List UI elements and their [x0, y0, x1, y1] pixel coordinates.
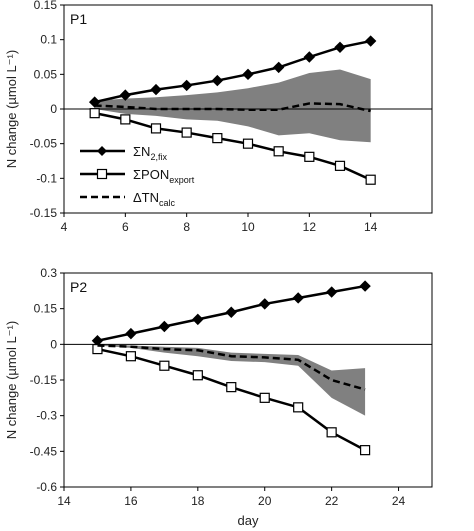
x-axis-label: day [238, 513, 259, 528]
square-point [226, 382, 237, 393]
y-axis-label: N change (µmol L⁻¹) [4, 321, 19, 439]
diamond-point [359, 280, 371, 292]
diamond-point [225, 306, 237, 318]
y-tick-label: 0 [50, 337, 57, 351]
square-point [365, 174, 376, 185]
diamond-point [150, 83, 162, 96]
x-tick-label: 22 [325, 494, 339, 508]
square-point [304, 151, 315, 162]
square-point [326, 427, 337, 438]
diamond-point [180, 79, 193, 92]
series-line-1 [94, 111, 372, 181]
diamond-point [292, 292, 304, 304]
diamond-point [192, 313, 204, 326]
x-tick-label: 18 [191, 494, 205, 508]
square-point [212, 133, 223, 144]
y-tick-label: 0.05 [34, 67, 58, 81]
square-point [293, 402, 304, 413]
y-tick-label: -0.1 [36, 171, 57, 185]
panel-label: P2 [70, 279, 87, 295]
diamond-point [211, 74, 224, 87]
y-tick-label: -0.05 [30, 137, 58, 151]
panel-p2: 14 16 18 20 22 24 -0.6 -0.45 -0.3 -0.15 0 0.15 0.3 N … [4, 266, 433, 528]
x-tick-label: 20 [258, 494, 272, 508]
square-point [181, 127, 192, 138]
square-point [159, 360, 170, 371]
square-point [359, 445, 371, 456]
uncertainty-band [97, 344, 366, 416]
legend-label-1: ΣPONexport [133, 167, 195, 185]
diamond-point [334, 41, 346, 54]
y-tick-label: -0.15 [30, 373, 58, 387]
panel-p1: 4 6 8 10 12 14 -0.15 -0.1 -0.05 0 0.05 0.1 0.15 N cha… [4, 0, 433, 234]
series-line-2 [94, 102, 371, 113]
y-tick-label: 0.15 [34, 302, 58, 316]
x-tick-label: 14 [57, 494, 71, 508]
legend-label-base: ΔTN [133, 190, 159, 205]
x-tick-label: 10 [241, 220, 255, 234]
diamond-point [272, 61, 285, 74]
square-point [242, 138, 254, 149]
square-point [92, 343, 103, 355]
series-line-2 [97, 344, 366, 391]
diamond-point [303, 51, 316, 63]
panel-label: P1 [70, 11, 87, 27]
x-tick-label: 16 [124, 494, 138, 508]
uncertainty-band [94, 69, 371, 143]
y-tick-label: -0.6 [36, 480, 57, 494]
x-tick-label: 14 [364, 220, 378, 234]
plot-frame [63, 272, 433, 488]
x-tick-label: 4 [61, 220, 68, 234]
x-tick-label: 24 [392, 494, 406, 508]
diamond-point [325, 286, 338, 298]
diamond-point [259, 298, 271, 310]
square-point [192, 370, 203, 381]
y-tick-label: -0.45 [30, 444, 58, 458]
x-tick-label: 8 [183, 220, 190, 234]
legend-label-subscript: export [169, 175, 195, 185]
legend-label-subscript: calc [159, 198, 176, 208]
diamond-point [364, 35, 377, 47]
legend-marker-diamond [97, 146, 107, 156]
y-axis-label: N change (µmol L⁻¹) [4, 50, 19, 168]
legend-marker-square [96, 168, 108, 180]
y-tick-label: 0.15 [34, 0, 58, 12]
legend-label-base: ΣPON [133, 167, 169, 182]
x-tick-label: 12 [303, 220, 317, 234]
diamond-point [242, 68, 254, 81]
square-point [259, 392, 270, 403]
diamond-point [125, 327, 137, 340]
series-line-0 [94, 39, 371, 104]
legend-label-0: ΣN2,fix [133, 144, 167, 162]
square-point [334, 160, 346, 171]
y-tick-label: 0 [50, 102, 57, 116]
diamond-point [158, 320, 171, 333]
legend-label-base: ΣN [133, 144, 150, 159]
diamond-point [119, 89, 132, 101]
square-point [125, 351, 137, 362]
series-line-1 [97, 347, 366, 452]
square-point [120, 114, 131, 125]
y-tick-label: 0.3 [40, 266, 57, 280]
y-tick-label: 0.1 [40, 33, 57, 47]
legend-label-2: ΔTNcalc [133, 190, 176, 208]
square-point [273, 146, 284, 157]
legend-label-subscript: 2,fix [150, 152, 167, 162]
square-point [89, 108, 100, 119]
y-tick-label: -0.15 [30, 206, 58, 220]
x-tick-label: 6 [122, 220, 129, 234]
square-point [150, 123, 162, 134]
y-tick-label: -0.3 [36, 409, 57, 423]
